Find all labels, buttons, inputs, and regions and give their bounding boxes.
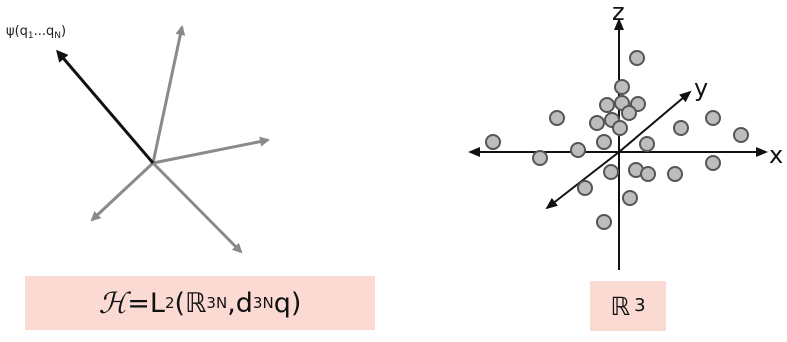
particle: [667, 166, 683, 182]
particle: [596, 214, 612, 230]
hilbert-formula-box: [25, 276, 375, 330]
particle: [532, 150, 548, 166]
hilbert-space-symbol: ℋ: [98, 286, 128, 320]
particle: [589, 115, 605, 131]
particle: [596, 134, 612, 150]
y-axis-positive: [618, 90, 692, 153]
particle: [599, 97, 615, 113]
hilbert-space-formula: ℋ =L 2 (ℝ 3N ,d 3N q): [98, 286, 302, 320]
particle: [603, 164, 619, 180]
real-space-symbol: ℝ: [610, 291, 631, 321]
particle: [549, 110, 565, 126]
formula-q-close: q): [273, 287, 302, 319]
particle: [570, 142, 586, 158]
particle-cloud: [485, 50, 749, 230]
particle: [629, 50, 645, 66]
particle: [621, 105, 637, 121]
basis-vector-up: [151, 25, 186, 164]
particle: [622, 190, 638, 206]
basis-vector-down-left: [90, 161, 155, 222]
z-axis-label: z: [612, 0, 625, 26]
particle: [673, 120, 689, 136]
particle: [705, 110, 721, 126]
formula-comma-d: ,d: [227, 287, 253, 319]
particle: [577, 180, 593, 196]
x-axis-label: x: [769, 141, 783, 169]
state-vector-label: ψ(q1...qN): [6, 24, 66, 41]
basis-vector-right: [152, 136, 270, 165]
formula-open-R: (ℝ: [174, 287, 207, 319]
particle: [705, 155, 721, 171]
config-axes: [468, 18, 768, 270]
state-vector-psi: [56, 49, 155, 164]
basis-vector-down-right: [151, 161, 243, 254]
formula-eq-L: =L: [127, 287, 165, 319]
config-space-box: [590, 281, 666, 331]
particle: [733, 127, 749, 143]
particle: [639, 136, 655, 152]
particle: [485, 134, 501, 150]
particle: [614, 79, 630, 95]
particle: [640, 166, 656, 182]
hilbert-vectors: [56, 25, 270, 254]
particle: [612, 120, 628, 136]
y-axis-negative: [545, 151, 620, 210]
y-axis-label: y: [694, 74, 708, 102]
